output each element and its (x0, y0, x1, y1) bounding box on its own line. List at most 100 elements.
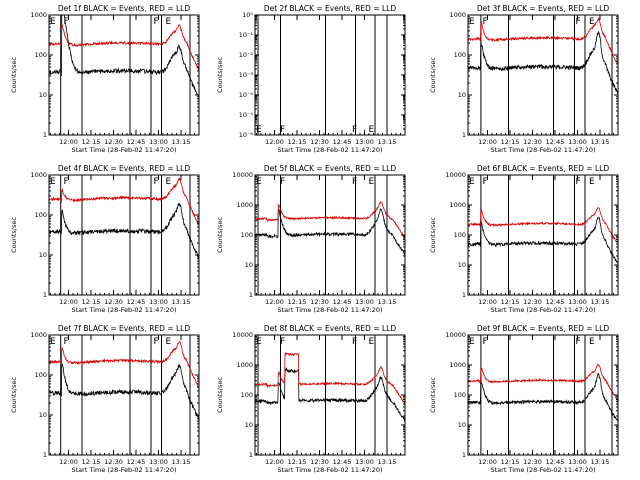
y-tick-label: 100 (454, 51, 466, 59)
event-marker-label: E (589, 17, 595, 27)
x-tick-label: 12:15 (82, 458, 101, 466)
x-tick-label: 12:15 (501, 138, 520, 146)
y-tick-label: 10 (458, 91, 466, 99)
x-axis-label: Start Time (28-Feb-02 11:47:20) (72, 306, 177, 314)
x-axis-label: Start Time (28-Feb-02 11:47:20) (278, 466, 383, 474)
events-series-line (255, 208, 406, 256)
x-axis-label: Start Time (28-Feb-02 11:47:20) (278, 306, 383, 314)
y-tick-label: 1 (462, 291, 466, 299)
x-axis-label: Start Time (28-Feb-02 11:47:20) (72, 466, 177, 474)
y-tick-label: 1 (43, 131, 47, 139)
lld-series-line (48, 24, 200, 71)
x-tick-label: 12:00 (478, 138, 497, 146)
y-tick-label: 1 (249, 451, 253, 459)
y-tick-label: 10⁻² (239, 51, 254, 59)
y-axis-label: Counts/sec (10, 57, 18, 93)
event-marker-label: E (166, 17, 172, 27)
y-axis-label: Counts/sec (216, 57, 224, 93)
y-tick-label: 100 (35, 51, 47, 59)
lld-series-line (255, 201, 405, 239)
panel-title: Det 4f BLACK = Events, RED = LLD (58, 164, 191, 173)
y-axis-label: Counts/sec (429, 377, 437, 413)
event-marker-label: E (50, 17, 56, 27)
x-tick-label: 12:00 (478, 298, 497, 306)
y-tick-label: 100 (35, 211, 47, 219)
event-marker-label: F (352, 177, 357, 187)
event-marker-label: E (256, 177, 262, 187)
x-tick-label: 13:00 (568, 458, 587, 466)
y-tick-label: 1000 (30, 11, 47, 19)
y-axis-label: Counts/sec (10, 377, 18, 413)
y-tick-label: 10⁻⁶ (239, 131, 254, 139)
event-marker-label: F (352, 337, 357, 347)
event-marker-label: E (166, 177, 172, 187)
events-series-line (48, 203, 200, 259)
y-tick-label: 10⁻³ (239, 71, 254, 79)
axes-frame (254, 334, 406, 456)
lld-series-line (467, 17, 619, 65)
event-marker-label: F (154, 17, 159, 27)
event-marker-label: E (589, 337, 595, 347)
x-tick-label: 12:45 (333, 298, 352, 306)
panel-title: Det 3f BLACK = Events, RED = LLD (477, 4, 610, 13)
axes-frame (48, 174, 200, 296)
x-tick-label: 13:15 (591, 458, 610, 466)
y-tick-label: 10000 (232, 331, 253, 339)
event-marker-label: E (256, 337, 262, 347)
events-series-line (467, 372, 618, 422)
x-tick-label: 12:30 (523, 458, 542, 466)
y-axis-label: Counts/sec (216, 377, 224, 413)
x-tick-label: 13:15 (591, 298, 610, 306)
panel-title: Det 6f BLACK = Events, RED = LLD (477, 164, 610, 173)
event-marker-label: E (166, 337, 172, 347)
x-tick-label: 12:45 (546, 138, 565, 146)
lld-series-line (467, 363, 619, 402)
x-tick-label: 13:15 (591, 138, 610, 146)
events-series-line (254, 366, 406, 422)
x-tick-label: 12:30 (523, 138, 542, 146)
y-tick-label: 100 (454, 231, 466, 239)
y-tick-label: 100 (35, 371, 47, 379)
y-tick-label: 1000 (236, 201, 253, 209)
x-tick-label: 12:45 (127, 298, 146, 306)
events-series-line (48, 363, 200, 420)
y-tick-label: 1000 (30, 331, 47, 339)
x-axis-label: Start Time (28-Feb-02 11:47:20) (72, 146, 177, 154)
event-marker-label: E (469, 337, 475, 347)
lld-series-line (48, 177, 200, 226)
y-tick-label: 10 (458, 261, 466, 269)
event-marker-label: F (64, 337, 69, 347)
lld-series-line (48, 340, 200, 389)
event-marker-label: F (154, 177, 159, 187)
panel-title: Det 2f BLACK = Events, RED = LLD (264, 4, 397, 13)
y-tick-label: 1 (249, 291, 253, 299)
x-tick-label: 12:00 (265, 298, 284, 306)
event-marker-label: F (352, 125, 357, 135)
y-axis-label: Counts/sec (216, 217, 224, 253)
axes-frame (48, 334, 200, 456)
panel-title: Det 9f BLACK = Events, RED = LLD (477, 324, 610, 333)
event-marker-label: E (369, 337, 375, 347)
event-marker-label: E (50, 177, 56, 187)
x-tick-label: 12:15 (288, 138, 307, 146)
x-axis-label: Start Time (28-Feb-02 11:47:20) (491, 306, 596, 314)
x-tick-label: 12:15 (288, 298, 307, 306)
y-tick-label: 10 (39, 91, 47, 99)
x-tick-label: 12:00 (59, 298, 78, 306)
y-tick-label: 1 (462, 131, 466, 139)
y-tick-label: 1 (462, 451, 466, 459)
lld-series-line (467, 207, 619, 244)
x-tick-label: 13:00 (149, 458, 168, 466)
y-tick-label: 10000 (445, 171, 466, 179)
event-marker-label: E (469, 177, 475, 187)
x-tick-label: 13:15 (172, 298, 191, 306)
y-tick-label: 10000 (232, 171, 253, 179)
x-tick-label: 13:15 (172, 458, 191, 466)
x-tick-label: 12:00 (265, 138, 284, 146)
x-tick-label: 12:00 (265, 458, 284, 466)
y-tick-label: 10 (39, 411, 47, 419)
x-tick-label: 12:15 (501, 298, 520, 306)
